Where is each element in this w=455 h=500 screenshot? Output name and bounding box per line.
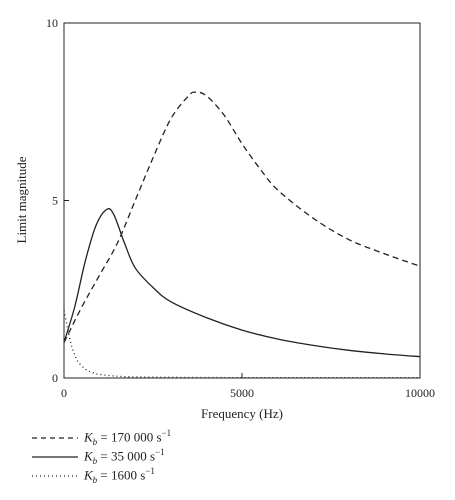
- series-line-solid: [63, 208, 421, 358]
- series-line-dotted: [63, 310, 420, 379]
- y-axis-label: Limit magnitude: [14, 156, 29, 243]
- y-tick-label: 5: [52, 194, 58, 208]
- legend-label: Kb = 35 000 s−1: [84, 447, 165, 466]
- axis-ticks: 0 5000 10000 0 5 10: [46, 16, 435, 400]
- legend-swatch-solid: [32, 455, 78, 458]
- x-tick-label: 5000: [230, 386, 254, 400]
- legend-item: Kb = 35 000 s−1: [32, 447, 171, 466]
- plot-frame: [63, 22, 421, 379]
- series-line-dashed: [63, 91, 421, 343]
- legend: Kb = 170 000 s−1 Kb = 35 000 s−1 Kb = 16…: [32, 428, 171, 485]
- series-group: [63, 91, 421, 379]
- x-tick-label: 10000: [405, 386, 435, 400]
- x-tick-label: 0: [61, 386, 67, 400]
- line-chart: 0 5000 10000 0 5 10 Frequency (Hz) Limit magn…: [14, 16, 435, 421]
- legend-label: Kb = 170 000 s−1: [84, 428, 172, 447]
- y-tick-label: 0: [52, 371, 58, 385]
- legend-item: Kb = 170 000 s−1: [32, 428, 171, 447]
- y-tick-label: 10: [46, 16, 58, 30]
- legend-swatch-dotted: [32, 474, 78, 477]
- legend-item: Kb = 1600 s−1: [32, 466, 171, 485]
- legend-label: Kb = 1600 s−1: [84, 466, 155, 485]
- x-axis-label: Frequency (Hz): [201, 406, 283, 421]
- legend-swatch-dashed: [32, 436, 78, 439]
